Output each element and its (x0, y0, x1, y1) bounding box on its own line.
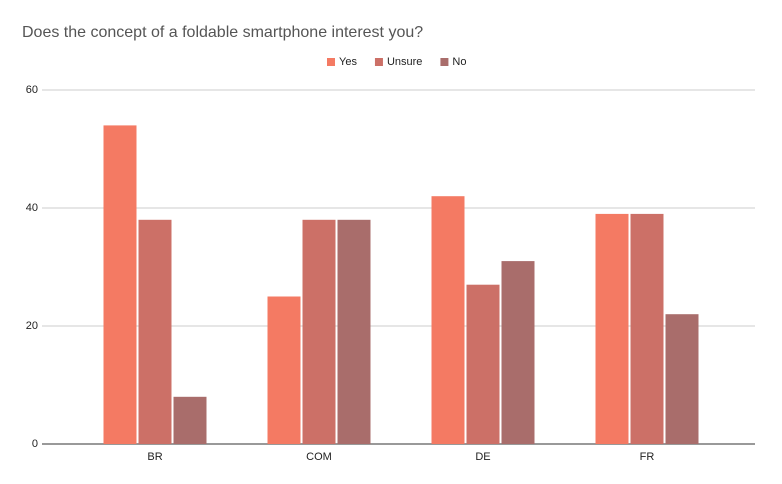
chart-title: Does the concept of a foldable smartphon… (22, 24, 423, 41)
x-tick-label: BR (147, 451, 162, 463)
bar (630, 213, 664, 444)
bar (267, 296, 301, 444)
y-tick-label: 60 (26, 84, 38, 96)
legend-swatch (440, 58, 449, 66)
bar (431, 196, 465, 444)
x-tick-label: COM (306, 451, 332, 463)
legend-label: No (452, 56, 466, 68)
legend-label: Yes (339, 56, 357, 68)
bar (103, 125, 137, 445)
bar (173, 396, 207, 444)
x-tick-label: DE (475, 451, 490, 463)
y-tick-label: 0 (32, 438, 38, 450)
x-tick-label: FR (640, 451, 655, 463)
legend-swatch (327, 58, 335, 66)
bar (501, 261, 535, 444)
bar (665, 314, 699, 444)
bar (138, 219, 172, 444)
y-tick-label: 40 (26, 202, 38, 214)
bar (302, 219, 336, 444)
legend-label: Unsure (387, 56, 422, 68)
bar (595, 213, 629, 444)
bar (337, 219, 371, 444)
y-tick-label: 20 (26, 320, 38, 332)
bar (466, 284, 500, 444)
legend-swatch (374, 58, 383, 66)
